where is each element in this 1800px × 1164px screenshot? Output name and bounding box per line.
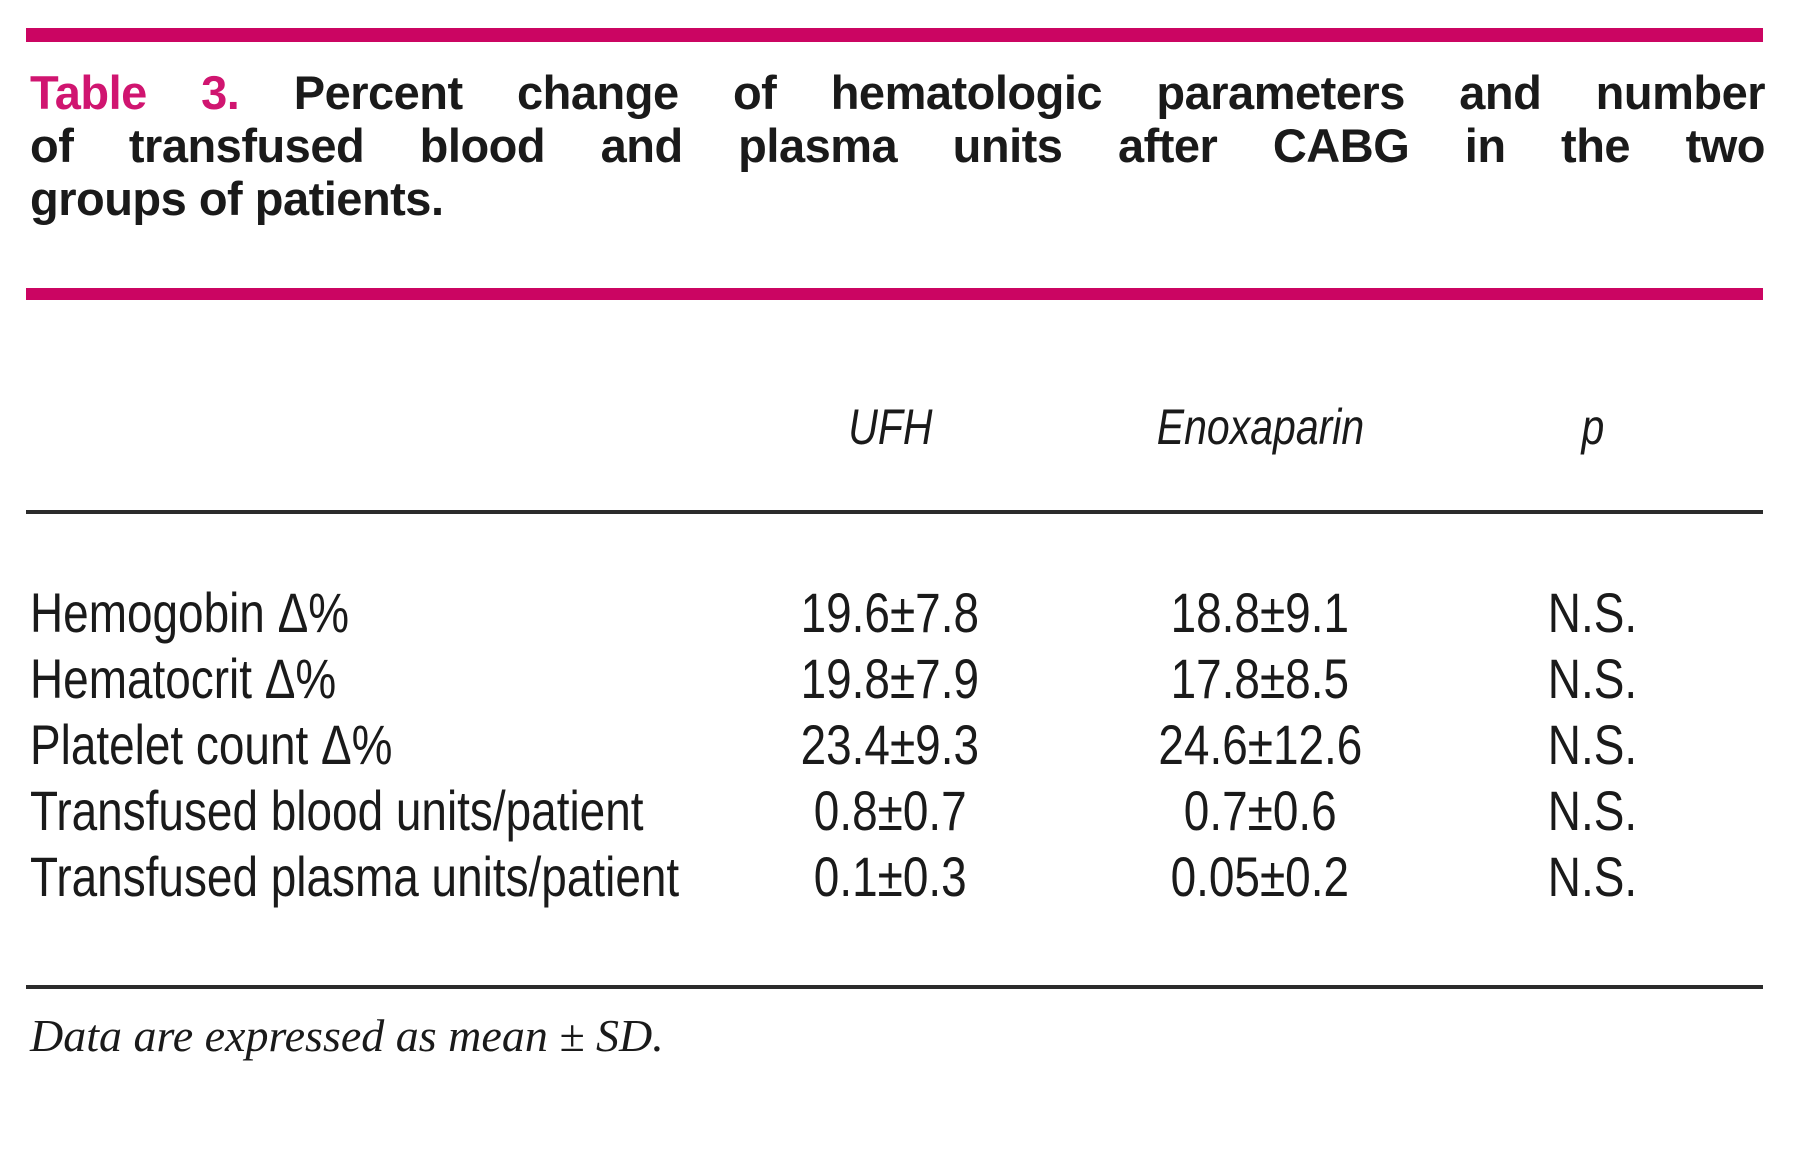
enoxaparin-value: 17.8±8.5 <box>1170 647 1350 710</box>
enoxaparin-value: 0.05±0.2 <box>1170 845 1350 908</box>
row-label: Transfused blood units/patient <box>30 779 644 842</box>
ufh-value: 0.8±0.7 <box>813 779 967 842</box>
footnote: Data are expressed as mean ± SD. <box>30 1010 664 1061</box>
caption-line-1-text: Percent change of hematologic parameters… <box>293 66 1766 119</box>
p-value: N.S. <box>1547 647 1638 710</box>
table-row: Transfused blood units/patient 0.8±0.7 0… <box>30 778 1755 844</box>
p-value: N.S. <box>1547 581 1638 644</box>
row-label: Hematocrit Δ% <box>30 647 337 710</box>
row-label: Transfused plasma units/patient <box>30 845 680 908</box>
header-cell-ufh: UFH <box>847 399 933 455</box>
header-cell-p: p <box>1581 399 1604 455</box>
caption-line-1: Table 3. Percent change of hematologic p… <box>30 66 1766 119</box>
table-header-row: UFH Enoxaparin p <box>30 396 1755 458</box>
row-label: Hemogobin Δ% <box>30 581 350 644</box>
p-value: N.S. <box>1547 779 1638 842</box>
header-cell-empty <box>30 396 690 458</box>
table-row: Hematocrit Δ% 19.8±7.9 17.8±8.5 N.S. <box>30 646 1755 712</box>
table-caption: Table 3. Percent change of hematologic p… <box>30 66 1766 225</box>
p-value: N.S. <box>1547 713 1638 776</box>
enoxaparin-value: 24.6±12.6 <box>1158 713 1362 776</box>
table-body: Hemogobin Δ% 19.6±7.8 18.8±9.1 N.S. Hema… <box>30 580 1755 910</box>
header-cell-enoxaparin: Enoxaparin <box>1156 399 1364 455</box>
caption-line-3: groups of patients. <box>30 172 444 225</box>
table-row: Hemogobin Δ% 19.6±7.8 18.8±9.1 N.S. <box>30 580 1755 646</box>
ufh-value: 0.1±0.3 <box>813 845 967 908</box>
caption-bottom-accent-rule <box>26 288 1763 300</box>
ufh-value: 23.4±9.3 <box>800 713 980 776</box>
caption-line-2: of transfused blood and plasma units aft… <box>30 119 1766 172</box>
ufh-value: 19.8±7.9 <box>800 647 980 710</box>
enoxaparin-value: 0.7±0.6 <box>1183 779 1337 842</box>
header-divider-rule <box>26 510 1763 514</box>
table-row: Transfused plasma units/patient 0.1±0.3 … <box>30 844 1755 910</box>
top-accent-rule <box>26 28 1763 42</box>
enoxaparin-value: 18.8±9.1 <box>1170 581 1350 644</box>
table-number-label: Table 3. <box>30 66 240 119</box>
p-value: N.S. <box>1547 845 1638 908</box>
footer-divider-rule <box>26 985 1763 989</box>
row-label: Platelet count Δ% <box>30 713 393 776</box>
ufh-value: 19.6±7.8 <box>800 581 980 644</box>
table-row: Platelet count Δ% 23.4±9.3 24.6±12.6 N.S… <box>30 712 1755 778</box>
